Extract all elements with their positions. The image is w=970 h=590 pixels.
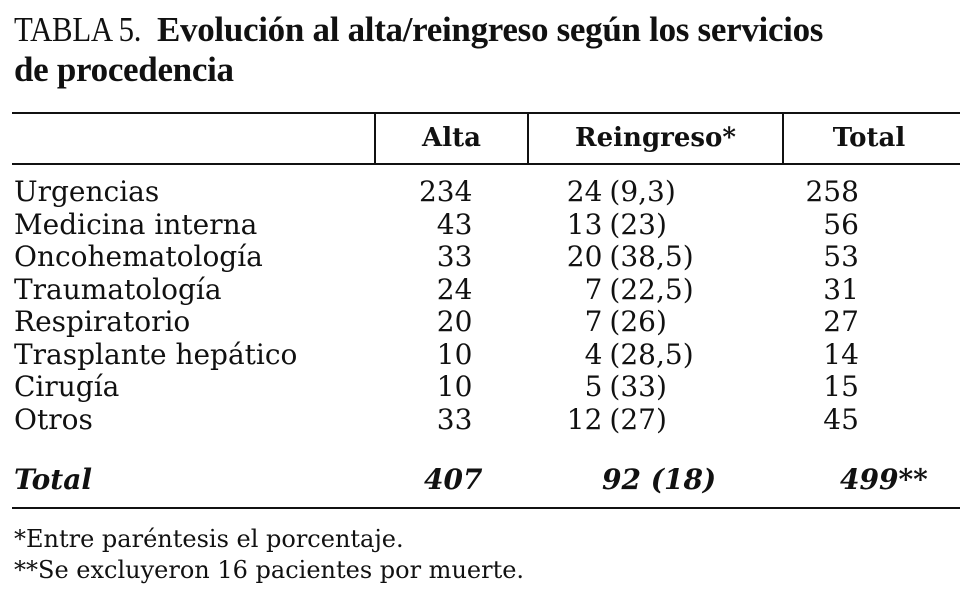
cell-reingreso: 12 (27) bbox=[472, 402, 728, 437]
total-total: 499** bbox=[840, 463, 928, 496]
cell-servicio: Traumatología bbox=[14, 272, 222, 306]
cell-alta: 10 bbox=[436, 337, 473, 371]
cell-total-value: 56 bbox=[823, 207, 859, 241]
cell-total-value: 14 bbox=[823, 337, 859, 371]
bottom-rule bbox=[12, 507, 960, 509]
table-row: Traumatología 24 7 (22,5) 31 bbox=[14, 272, 970, 307]
cell-reingreso: 7 (22,5) bbox=[472, 272, 728, 307]
cell-reingreso: 7 (26) bbox=[472, 306, 728, 339]
column-divider-1 bbox=[374, 113, 376, 164]
cell-total: 27 bbox=[728, 306, 970, 339]
cell-reingreso: 4 (28,5) bbox=[472, 337, 728, 372]
cell-reingreso-percentage: (9,3) bbox=[609, 175, 676, 209]
cell-reingreso-percentage: (27) bbox=[609, 402, 667, 436]
column-header-reingreso: Reingreso* bbox=[575, 123, 736, 153]
table-row: Cirugía 10 5 (33) 15 bbox=[14, 371, 970, 404]
cell-reingreso: 20 (38,5) bbox=[472, 241, 728, 274]
table-row: Urgencias 234 24 (9,3) 258 bbox=[14, 176, 970, 209]
cell-reingreso-percentage: (33) bbox=[609, 370, 667, 404]
cell-reingreso-count: 24 bbox=[566, 175, 603, 209]
footnote-exclusion: **Se excluyeron 16 pacientes por muerte. bbox=[14, 556, 525, 584]
table-title-line-2: de procedencia bbox=[14, 50, 234, 89]
cell-total-value: 53 bbox=[823, 240, 859, 274]
cell-total-value: 258 bbox=[805, 175, 859, 209]
table-row: Otros 33 12 (27) 45 bbox=[14, 402, 970, 437]
cell-alta: 234 bbox=[418, 175, 473, 209]
cell-total: 31 bbox=[728, 272, 970, 307]
data-table: Urgencias 234 24 (9,3) 258 Medicina interna 43… bbox=[14, 176, 970, 436]
column-header-total: Total bbox=[832, 123, 906, 153]
cell-alta: 43 bbox=[436, 207, 473, 241]
cell-reingreso-count: 5 bbox=[584, 370, 603, 404]
cell-alta: 33 bbox=[436, 240, 473, 274]
total-alta: 407 bbox=[424, 463, 483, 496]
cell-total: 258 bbox=[728, 176, 970, 209]
cell-total-value: 15 bbox=[823, 370, 859, 404]
cell-alta: 20 bbox=[436, 305, 473, 339]
cell-reingreso-percentage: (26) bbox=[609, 305, 667, 339]
cell-servicio: Cirugía bbox=[14, 370, 120, 404]
table-row: Trasplante hepático 10 4 (28,5) 14 bbox=[14, 337, 970, 372]
cell-reingreso-percentage: (38,5) bbox=[609, 240, 694, 274]
cell-servicio: Urgencias bbox=[14, 175, 160, 209]
cell-total: 56 bbox=[728, 207, 970, 242]
cell-servicio: Respiratorio bbox=[14, 305, 191, 339]
cell-total-value: 45 bbox=[823, 402, 859, 436]
cell-reingreso: 24 (9,3) bbox=[472, 176, 728, 209]
cell-servicio: Otros bbox=[14, 402, 93, 436]
cell-alta: 10 bbox=[436, 370, 473, 404]
table-title: TABLA 5. Evolución al alta/reingreso seg… bbox=[14, 10, 954, 90]
total-reingreso: 92 (18) bbox=[602, 463, 717, 496]
column-divider-3 bbox=[782, 113, 784, 164]
total-label: Total bbox=[14, 463, 93, 496]
table-number: TABLA 5. bbox=[14, 10, 142, 49]
cell-reingreso-count: 20 bbox=[566, 240, 603, 274]
cell-total: 53 bbox=[728, 241, 970, 274]
cell-total: 15 bbox=[728, 371, 970, 404]
cell-total: 45 bbox=[728, 402, 970, 437]
cell-total-value: 27 bbox=[823, 305, 859, 339]
cell-reingreso-count: 4 bbox=[584, 337, 603, 371]
cell-reingreso: 13 (23) bbox=[472, 207, 728, 242]
cell-reingreso-percentage: (22,5) bbox=[609, 272, 694, 306]
cell-reingreso-percentage: (28,5) bbox=[609, 337, 694, 371]
cell-servicio: Oncohematología bbox=[14, 240, 263, 274]
cell-reingreso-count: 13 bbox=[566, 207, 603, 241]
table-title-line-1: Evolución al alta/reingreso según los se… bbox=[156, 10, 824, 49]
cell-reingreso: 5 (33) bbox=[472, 371, 728, 404]
table-row: Medicina interna 43 13 (23) 56 bbox=[14, 207, 970, 242]
cell-total: 14 bbox=[728, 337, 970, 372]
cell-reingreso-count: 7 bbox=[584, 305, 603, 339]
top-rule bbox=[12, 112, 960, 114]
footnote-percentage: *Entre paréntesis el porcentaje. bbox=[14, 525, 404, 553]
column-divider-2 bbox=[527, 113, 529, 164]
cell-servicio: Medicina interna bbox=[14, 207, 258, 241]
table-row: Respiratorio 20 7 (26) 27 bbox=[14, 306, 970, 339]
header-rule bbox=[12, 163, 960, 165]
table-row: Oncohematología 33 20 (38,5) 53 bbox=[14, 241, 970, 274]
cell-reingreso-percentage: (23) bbox=[609, 207, 667, 241]
cell-servicio: Trasplante hepático bbox=[14, 337, 298, 371]
column-header-alta: Alta bbox=[422, 123, 481, 153]
cell-total-value: 31 bbox=[823, 272, 859, 306]
cell-reingreso-count: 12 bbox=[566, 402, 603, 436]
cell-alta: 33 bbox=[436, 402, 473, 436]
cell-alta: 24 bbox=[436, 272, 473, 306]
cell-reingreso-count: 7 bbox=[584, 272, 603, 306]
